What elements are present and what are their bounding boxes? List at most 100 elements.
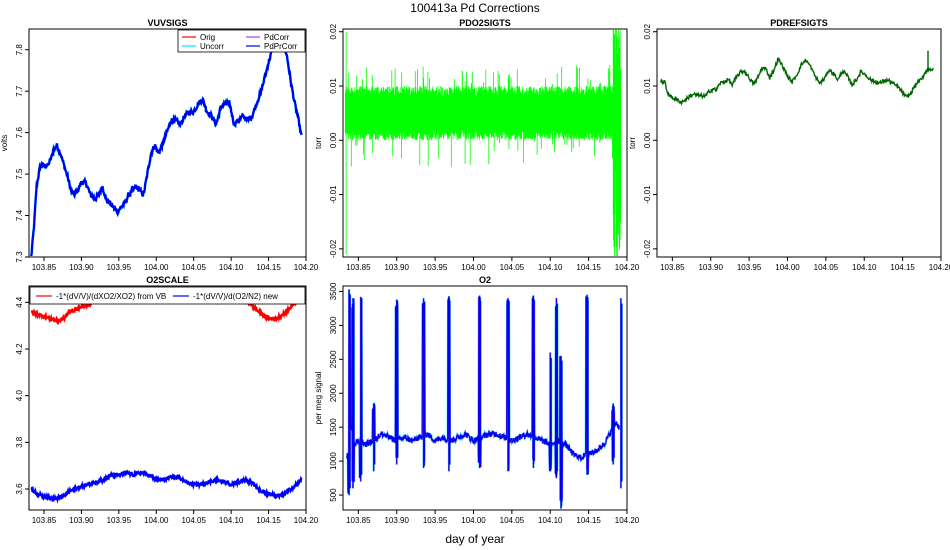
vuvsigs-ytick-label: 7.6 bbox=[15, 127, 24, 139]
vuvsigs-legend-box bbox=[177, 29, 306, 53]
pdrefsigts-ytick-label: -0.02 bbox=[643, 239, 652, 258]
o2scale-xtick-label: 104.20 bbox=[294, 516, 319, 525]
panel-pdo2sigts: PDO2SIGTS 103.85 103.90 103.95 104.00 104.05 1… bbox=[314, 18, 640, 272]
pdrefsigts-title: PDREFSIGTS bbox=[770, 18, 828, 28]
o2-ytick-label: 2500 bbox=[329, 350, 338, 368]
pdrefsigts-frame bbox=[656, 28, 942, 258]
o2-ytick-label: 3500 bbox=[329, 282, 338, 300]
pdo2sigts-ytick-label: 0.00 bbox=[329, 132, 338, 148]
o2-xtick-label: 104.10 bbox=[538, 516, 563, 525]
vuvsigs-xtick-label: 104.05 bbox=[181, 263, 206, 272]
o2-xtick-label: 104.15 bbox=[576, 516, 601, 525]
vuvsigs-ytick-label: 7.5 bbox=[15, 168, 24, 180]
pdrefsigts-plot-area bbox=[660, 50, 934, 107]
pdo2sigts-plot-area bbox=[344, 30, 621, 256]
o2-xtick-label: 103.90 bbox=[384, 516, 409, 525]
o2-uncorr-series bbox=[345, 289, 623, 509]
pdrefsigts-xtick-label: 104.10 bbox=[852, 263, 877, 272]
o2-ytick-label: 1000 bbox=[329, 452, 338, 470]
o2-ytick-label: 2000 bbox=[329, 384, 338, 402]
pdo2sigts-ylabel: torr bbox=[314, 137, 323, 149]
pdrefsigts-ytick-label: 0.00 bbox=[643, 132, 652, 148]
o2scale-xtick-label: 103.85 bbox=[32, 516, 57, 525]
pdo2sigts-frame bbox=[342, 28, 628, 258]
o2scale-ytick-label: 3.8 bbox=[15, 436, 24, 448]
o2-xtick-label: 103.85 bbox=[346, 516, 371, 525]
pdo2sigts-ytick-label: -0.01 bbox=[329, 185, 338, 204]
panel-pdrefsigts: PDREFSIGTS 103.85 103.90 103.95 104.00 104.05… bbox=[628, 18, 950, 272]
vuvsigs-xtick-label: 104.15 bbox=[256, 263, 281, 272]
vuvsigs-xtick-label: 104.00 bbox=[144, 263, 169, 272]
pdrefsigts-ylabel: torr bbox=[628, 137, 637, 149]
vuvsigs-ytick-label: 7.4 bbox=[15, 209, 24, 221]
pdrefsigts-xtick-label: 104.00 bbox=[775, 263, 800, 272]
pdo2sigts-xtick-label: 103.90 bbox=[384, 263, 409, 272]
vuvsigs-frame bbox=[28, 28, 307, 258]
vuvsigs-title: VUVSIGS bbox=[147, 18, 187, 28]
vuvsigs-pdprcorr-series bbox=[30, 30, 303, 256]
pdo2sigts-xtick-label: 104.05 bbox=[500, 263, 525, 272]
vuvsigs-xtick-label: 103.95 bbox=[107, 263, 132, 272]
o2-ytick-label: 3000 bbox=[329, 316, 338, 334]
vuvsigs-ytick-label: 7.3 bbox=[15, 251, 24, 263]
vuvsigs-ytick-label: 7.8 bbox=[15, 44, 24, 56]
o2scale-title: O2SCALE bbox=[146, 275, 189, 285]
o2-pdprcorr-series bbox=[346, 289, 623, 509]
o2scale-xtick-label: 104.10 bbox=[219, 516, 244, 525]
vuvsigs-ylabel: volts bbox=[0, 135, 9, 151]
vuvsigs-legend-label: PdPrCorr bbox=[264, 42, 298, 51]
pdrefsigts-series bbox=[660, 50, 934, 107]
o2scale-ytick-label: 4.2 bbox=[15, 343, 24, 355]
pdo2sigts-xtick-label: 104.20 bbox=[615, 263, 640, 272]
vuvsigs-ytick-label: 7.7 bbox=[15, 85, 24, 97]
o2-xtick-label: 104.00 bbox=[461, 516, 486, 525]
pdo2sigts-xtick-label: 104.15 bbox=[576, 263, 601, 272]
pdo2sigts-ytick-label: 0.02 bbox=[329, 23, 338, 39]
pdrefsigts-ytick-label: -0.01 bbox=[643, 185, 652, 204]
panel-o2: O2 103.85 103.90 103.95 104.00 104.05 104.10 10… bbox=[314, 275, 640, 525]
pdrefsigts-xtick-label: 104.05 bbox=[814, 263, 839, 272]
o2-xtick-label: 104.05 bbox=[500, 516, 525, 525]
o2scale-xtick-label: 104.15 bbox=[256, 516, 281, 525]
o2scale-frame bbox=[28, 285, 307, 511]
o2scale-xtick-label: 104.05 bbox=[181, 516, 206, 525]
pdrefsigts-xtick-label: 103.90 bbox=[698, 263, 723, 272]
o2scale-xtick-label: 103.90 bbox=[69, 516, 94, 525]
o2scale-ytick-label: 3.6 bbox=[15, 483, 24, 495]
o2-pdcorr-series bbox=[346, 289, 623, 509]
o2-ylabel: per meg signal bbox=[314, 372, 323, 425]
o2-xtick-label: 104.20 bbox=[615, 516, 640, 525]
pdrefsigts-xtick-label: 103.85 bbox=[660, 263, 685, 272]
o2-frame bbox=[342, 285, 628, 511]
pdrefsigts-xtick-label: 104.20 bbox=[929, 263, 950, 272]
pdo2sigts-xtick-label: 103.95 bbox=[423, 263, 448, 272]
o2-xtick-label: 103.95 bbox=[423, 516, 448, 525]
figure-xlabel: day of year bbox=[445, 532, 504, 546]
figure-title: 100413a Pd Corrections bbox=[410, 1, 539, 15]
pdo2sigts-xtick-label: 104.00 bbox=[461, 263, 486, 272]
o2-title: O2 bbox=[479, 275, 491, 285]
pdrefsigts-xtick-label: 104.15 bbox=[890, 263, 915, 272]
pdo2sigts-title: PDO2SIGTS bbox=[459, 18, 511, 28]
vuvsigs-xtick-label: 104.10 bbox=[219, 263, 244, 272]
vuvsigs-xtick-label: 104.20 bbox=[294, 263, 319, 272]
vuvsigs-legend: Orig PdCorr Uncorr PdPrCorr bbox=[177, 29, 306, 53]
vuvsigs-uncorr-series bbox=[30, 30, 303, 256]
o2scale-legend-label: -1*(dV/V)/d(O2/N2) new bbox=[193, 292, 278, 301]
vuvsigs-legend-label: Orig bbox=[200, 33, 215, 42]
o2scale-series-1 bbox=[30, 469, 303, 504]
o2scale-xtick-label: 104.00 bbox=[144, 516, 169, 525]
pdrefsigts-xtick-label: 103.95 bbox=[737, 263, 762, 272]
panel-vuvsigs: VUVSIGS 103.85 103.90 103.95 104.00 104.05 104… bbox=[0, 18, 319, 272]
pdrefsigts-ytick-label: 0.02 bbox=[643, 23, 652, 39]
o2scale-ytick-label: 4.4 bbox=[15, 296, 24, 308]
pdo2sigts-ytick-label: 0.01 bbox=[329, 78, 338, 94]
vuvsigs-legend-label: Uncorr bbox=[200, 42, 224, 51]
o2scale-plot-area bbox=[30, 287, 303, 504]
panel-o2scale: O2SCALE 103.85 103.90 103.95 104.00 104.05 104… bbox=[15, 275, 319, 525]
o2-ytick-label: 1500 bbox=[329, 418, 338, 436]
pdo2sigts-series bbox=[344, 30, 621, 256]
pdo2sigts-ytick-label: -0.02 bbox=[329, 239, 338, 258]
pdo2sigts-xtick-label: 103.85 bbox=[346, 263, 371, 272]
